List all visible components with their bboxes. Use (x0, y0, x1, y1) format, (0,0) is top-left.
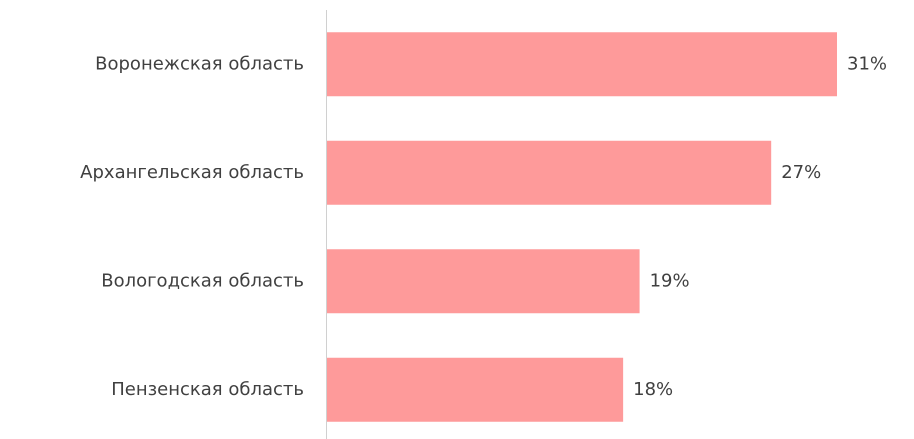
y-tick-label: Пензенская область (111, 379, 304, 400)
bar (327, 249, 640, 314)
bar (327, 357, 624, 422)
value-label: 31% (847, 53, 887, 74)
value-label: 18% (633, 379, 673, 400)
y-tick-label: Вологодская область (101, 270, 304, 291)
value-label: 19% (650, 270, 690, 291)
y-tick-label: Воронежская область (95, 53, 304, 74)
y-tick-label: Архангельская область (80, 162, 304, 183)
bar (327, 140, 772, 205)
value-label: 27% (781, 162, 821, 183)
bar (327, 32, 837, 97)
